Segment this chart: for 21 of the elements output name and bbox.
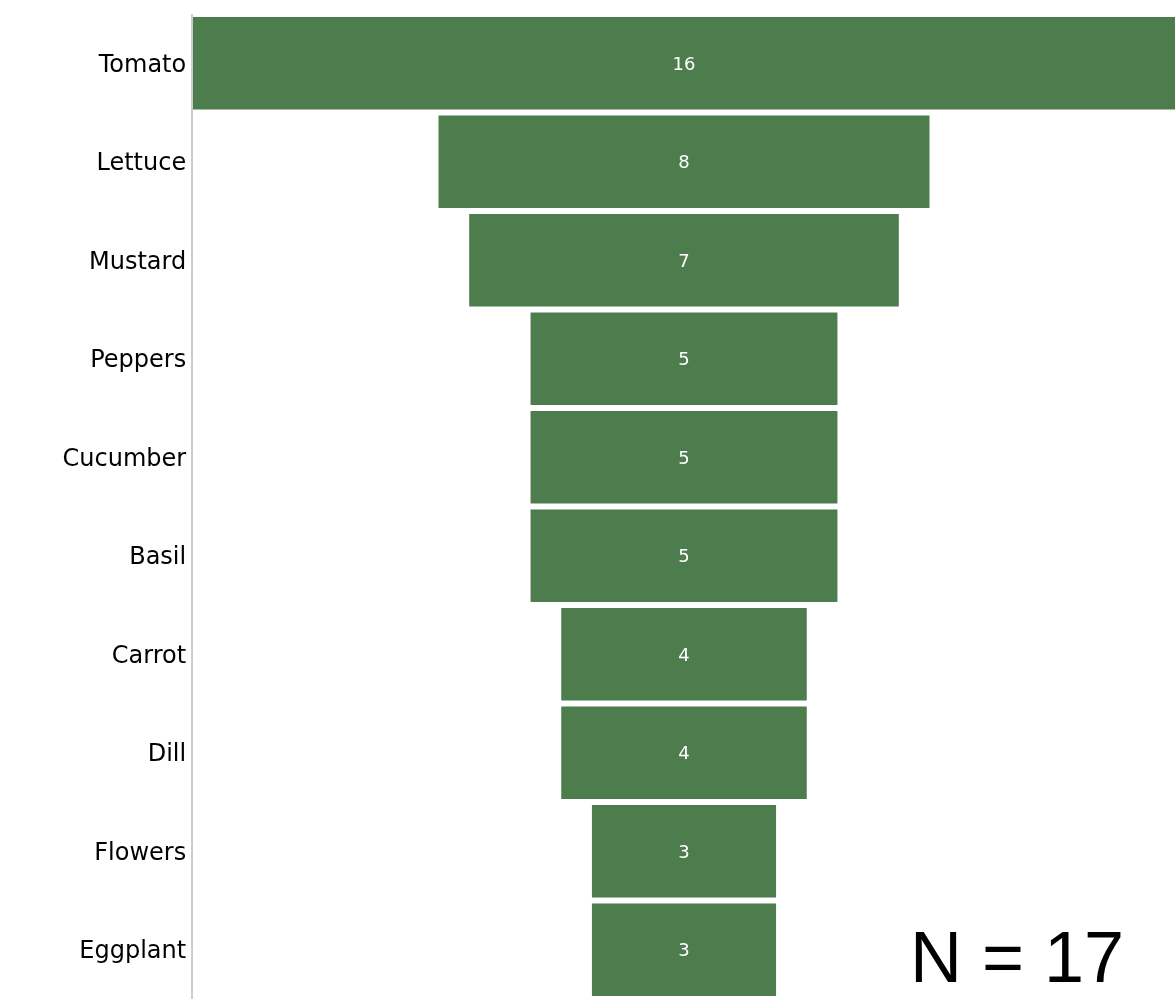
category-label: Dill	[147, 739, 187, 768]
data-label: 3	[678, 939, 690, 961]
data-label: 5	[678, 545, 690, 567]
data-label: 7	[678, 249, 690, 271]
data-label: 3	[678, 840, 690, 862]
category-label: Cucumber	[62, 443, 187, 472]
data-label: 5	[678, 446, 690, 468]
data-label: 8	[678, 151, 690, 173]
category-label: Peppers	[90, 345, 187, 374]
data-label: 4	[678, 742, 690, 764]
data-label: 4	[678, 643, 690, 665]
category-label: Mustard	[88, 246, 187, 275]
category-label: Tomato	[97, 49, 187, 78]
category-label: Flowers	[94, 837, 187, 866]
category-label: Eggplant	[79, 936, 187, 965]
data-label: 16	[672, 52, 696, 74]
category-label: Carrot	[111, 640, 187, 669]
text: N = 17	[910, 917, 1125, 997]
category-label: Basil	[129, 542, 187, 571]
category-label: Lettuce	[96, 148, 187, 177]
data-label: 5	[678, 348, 690, 370]
